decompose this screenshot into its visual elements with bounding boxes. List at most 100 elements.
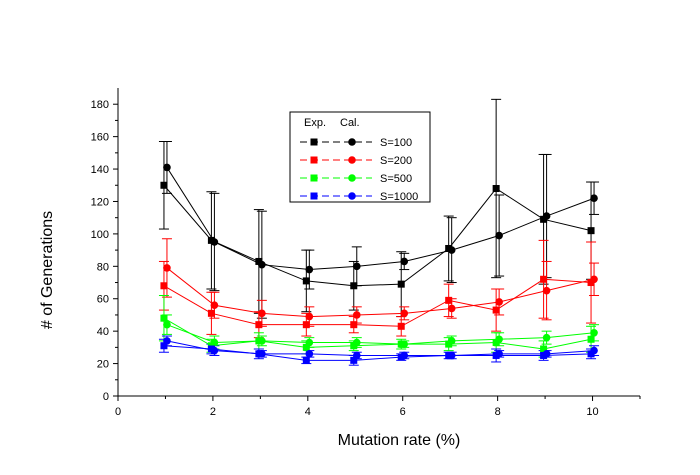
- series-line-s-500-cal: [166, 324, 595, 345]
- y-tick-label: 0: [103, 391, 109, 403]
- x-tick-label: 2: [210, 406, 216, 418]
- series-line-s-200-exp: [163, 278, 592, 327]
- marker-s-1000-cal: [163, 337, 171, 345]
- legend-marker-exp-s-200: [310, 156, 318, 164]
- x-axis-title: Mutation rate (%): [338, 432, 461, 449]
- marker-s-500-cal: [447, 337, 456, 345]
- marker-s-500-cal: [305, 338, 314, 347]
- marker-s-200-exp: [445, 296, 453, 304]
- marker-s-500-cal: [495, 335, 503, 344]
- marker-s-200-cal: [305, 312, 314, 321]
- marker-s-100-exp: [492, 185, 500, 193]
- marker-s-200-cal: [400, 309, 409, 318]
- legend-marker-cal-s-100: [348, 138, 356, 146]
- marker-s-1000-cal: [305, 350, 314, 358]
- marker-s-1000-exp: [350, 356, 358, 364]
- series-line-s-1000-exp: [163, 345, 592, 361]
- series-line-s-100-cal: [166, 167, 595, 271]
- y-tick-label: 180: [91, 99, 109, 111]
- series-line-s-1000-cal: [166, 340, 595, 356]
- legend-marker-exp-s-1000: [310, 192, 318, 200]
- series-markers: [160, 163, 598, 364]
- x-tick-label: 0: [115, 406, 121, 418]
- marker-s-100-exp: [540, 215, 548, 223]
- marker-s-1000-cal: [495, 350, 503, 358]
- marker-s-100-exp: [302, 277, 310, 285]
- legend-label-s-500: S=500: [380, 173, 412, 185]
- marker-s-1000-exp: [587, 350, 595, 358]
- legend-label-s-1000: S=1000: [380, 191, 418, 203]
- x-tick-label: 10: [586, 406, 598, 418]
- y-tick-label: 160: [91, 132, 109, 144]
- marker-s-200-exp: [397, 322, 405, 330]
- marker-s-100-cal: [400, 257, 409, 266]
- y-tick-label: 80: [97, 261, 109, 273]
- y-axis-title: # of Generations: [39, 211, 56, 329]
- marker-s-200-cal: [542, 286, 551, 295]
- y-tick-label: 100: [91, 229, 109, 241]
- marker-s-100-exp: [397, 280, 405, 288]
- legend-marker-cal-s-200: [348, 156, 356, 164]
- marker-s-500-cal: [352, 338, 361, 347]
- x-tick-label: 4: [305, 406, 311, 418]
- marker-s-500-cal: [542, 333, 551, 342]
- marker-s-200-exp: [350, 321, 358, 329]
- marker-s-1000-exp: [160, 342, 168, 350]
- marker-s-1000-cal: [210, 346, 219, 355]
- marker-s-200-exp: [540, 275, 548, 283]
- legend-marker-exp-s-100: [310, 138, 318, 146]
- marker-s-200-cal: [495, 298, 503, 306]
- marker-s-500-exp: [587, 335, 595, 343]
- y-tick-label: 140: [91, 164, 109, 176]
- marker-s-200-exp: [492, 306, 500, 314]
- y-tick-label: 120: [91, 196, 109, 208]
- marker-s-100-cal: [258, 260, 266, 269]
- legend-label-s-200: S=200: [380, 155, 412, 167]
- legend-header-cal: Cal.: [340, 117, 360, 129]
- series-line-s-200-cal: [166, 267, 595, 318]
- marker-s-200-exp: [587, 279, 595, 287]
- marker-s-100-exp: [160, 181, 168, 189]
- marker-s-200-cal: [163, 264, 171, 272]
- marker-s-500-cal: [163, 320, 171, 329]
- marker-s-500-cal: [400, 340, 409, 348]
- marker-s-200-cal: [210, 301, 219, 310]
- marker-s-500-cal: [258, 337, 266, 345]
- x-tick-label: 6: [400, 406, 406, 418]
- marker-s-200-cal: [352, 311, 361, 319]
- marker-s-1000-cal: [447, 351, 456, 360]
- legend: Exp. Cal. S=100 S=200 S=500 S=1000: [289, 111, 431, 203]
- y-tick-label: 20: [97, 359, 109, 371]
- marker-s-200-exp: [207, 309, 215, 317]
- marker-s-200-cal: [258, 309, 266, 318]
- series-line-s-100-exp: [163, 184, 592, 287]
- marker-s-500-cal: [210, 338, 219, 347]
- marker-s-200-exp: [302, 321, 310, 329]
- marker-s-100-cal: [447, 246, 456, 254]
- legend-label-s-100: S=100: [380, 137, 412, 149]
- marker-s-500-exp: [350, 342, 358, 350]
- legend-marker-exp-s-500: [310, 174, 318, 182]
- legend-marker-cal-s-500: [348, 174, 356, 182]
- marker-s-1000-cal: [400, 351, 409, 360]
- marker-s-500-exp: [492, 339, 500, 347]
- marker-s-100-cal: [305, 265, 314, 274]
- y-tick-label: 40: [97, 326, 109, 338]
- marker-s-1000-cal: [258, 350, 266, 358]
- marker-s-200-cal: [447, 304, 456, 313]
- x-tick-label: 8: [495, 406, 501, 418]
- marker-s-1000-cal: [542, 350, 551, 358]
- marker-s-100-cal: [495, 231, 503, 240]
- marker-s-100-exp: [587, 227, 595, 235]
- marker-s-100-exp: [350, 282, 358, 290]
- marker-s-100-exp: [255, 257, 263, 265]
- series-lines: [163, 167, 595, 361]
- marker-s-1000-cal: [352, 351, 361, 360]
- marker-s-100-cal: [352, 262, 361, 271]
- marker-s-500-exp: [160, 314, 168, 322]
- marker-s-500-exp: [302, 343, 310, 351]
- marker-s-500-cal: [590, 328, 598, 337]
